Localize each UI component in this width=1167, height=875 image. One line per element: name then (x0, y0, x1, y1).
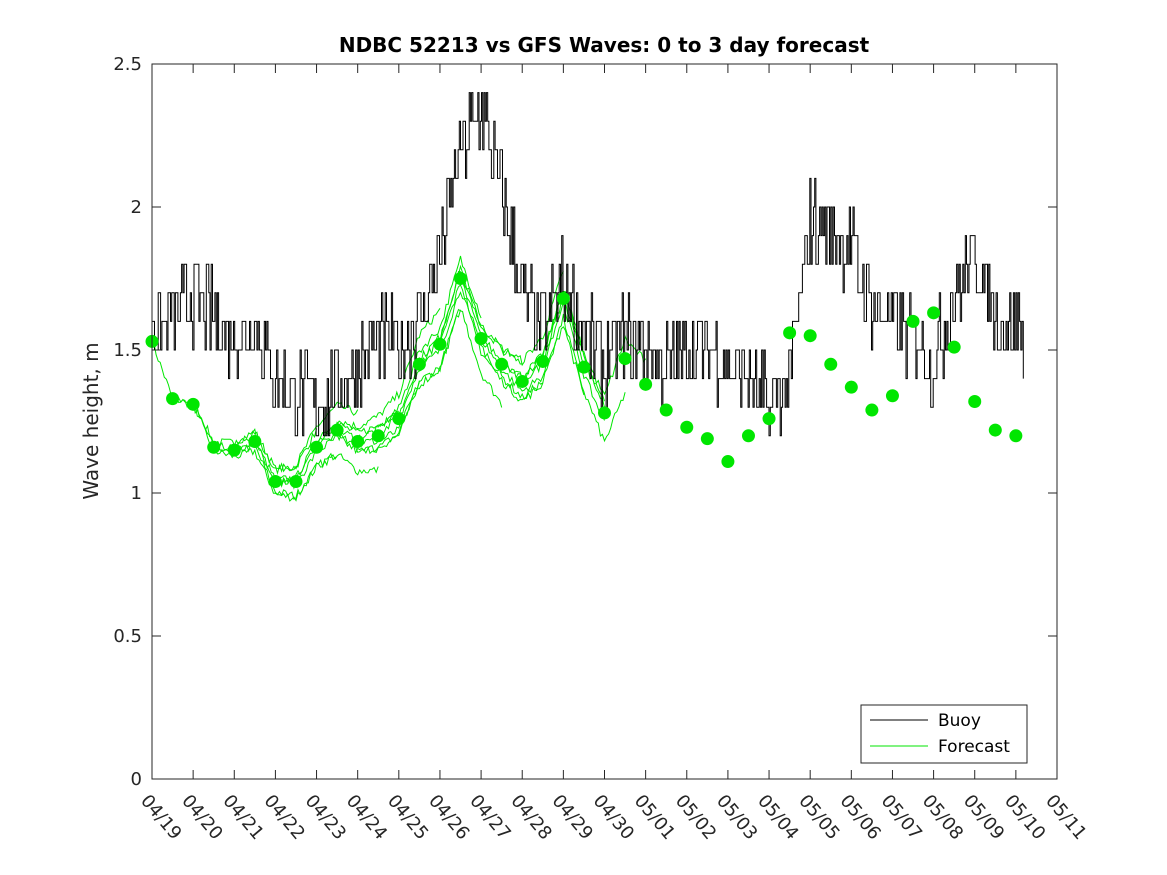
forecast-marker (227, 443, 241, 457)
forecast-marker (947, 340, 961, 354)
forecast-marker (412, 357, 426, 371)
forecast-marker (330, 423, 344, 437)
forecast-marker (1009, 429, 1023, 443)
forecast-run-line (234, 442, 379, 500)
forecast-marker-layer (145, 272, 1023, 489)
forecast-marker (186, 397, 200, 411)
forecast-run-line (439, 284, 585, 401)
forecast-marker (371, 429, 385, 443)
forecast-marker (248, 435, 262, 449)
forecast-marker (741, 429, 755, 443)
forecast-marker (885, 389, 899, 403)
forecast-marker (680, 420, 694, 434)
forecast-marker (598, 406, 611, 420)
forecast-marker (721, 455, 735, 469)
y-tick-label: 0.5 (113, 626, 142, 647)
y-tick-label: 2.5 (113, 54, 142, 75)
forecast-marker (577, 360, 591, 374)
forecast-marker (536, 354, 550, 368)
forecast-marker (844, 380, 858, 394)
buoy-layer (152, 92, 1024, 437)
y-tick-label: 2 (131, 197, 142, 218)
forecast-marker (166, 392, 180, 406)
forecast-marker (865, 403, 879, 417)
forecast-marker (495, 357, 509, 371)
forecast-marker (700, 432, 714, 446)
forecast-marker (433, 337, 447, 351)
plot-area (152, 64, 1057, 779)
forecast-marker (310, 440, 324, 454)
forecast-marker (556, 292, 570, 306)
forecast-run-line (316, 309, 461, 454)
y-axis-label: Wave height, m (79, 342, 103, 499)
forecast-run-line (480, 313, 626, 443)
forecast-layer (151, 255, 647, 502)
forecast-marker (474, 332, 488, 346)
y-tick-label: 1.5 (113, 340, 142, 361)
forecast-marker (659, 403, 673, 417)
forecast-marker (906, 314, 920, 328)
buoy-line (152, 92, 1024, 437)
forecast-marker (454, 272, 468, 285)
legend-forecast-label: Forecast (938, 737, 1010, 757)
forecast-marker (639, 377, 653, 391)
chart-title: NDBC 52213 vs GFS Waves: 0 to 3 day fore… (339, 33, 870, 57)
forecast-marker (988, 423, 1002, 437)
forecast-marker (824, 357, 838, 371)
forecast-marker (618, 352, 632, 366)
forecast-marker (515, 374, 529, 388)
forecast-marker (762, 412, 776, 426)
forecast-marker (351, 435, 365, 449)
forecast-marker (803, 329, 817, 343)
forecast-marker (927, 306, 941, 320)
y-axis: 0 0.5 1 1.5 2 2.5 (113, 54, 1057, 790)
forecast-marker (968, 394, 982, 408)
y-tick-label: 0 (131, 769, 142, 790)
forecast-marker (783, 326, 797, 340)
legend-buoy-label: Buoy (938, 711, 981, 731)
y-tick-label: 1 (131, 483, 142, 504)
legend: Buoy Forecast (860, 704, 1028, 764)
forecast-marker (289, 475, 303, 489)
forecast-marker (392, 412, 406, 426)
forecast-run-line (192, 400, 338, 502)
forecast-marker (268, 475, 282, 489)
forecast-marker (207, 440, 221, 454)
legend-box (860, 704, 1028, 764)
